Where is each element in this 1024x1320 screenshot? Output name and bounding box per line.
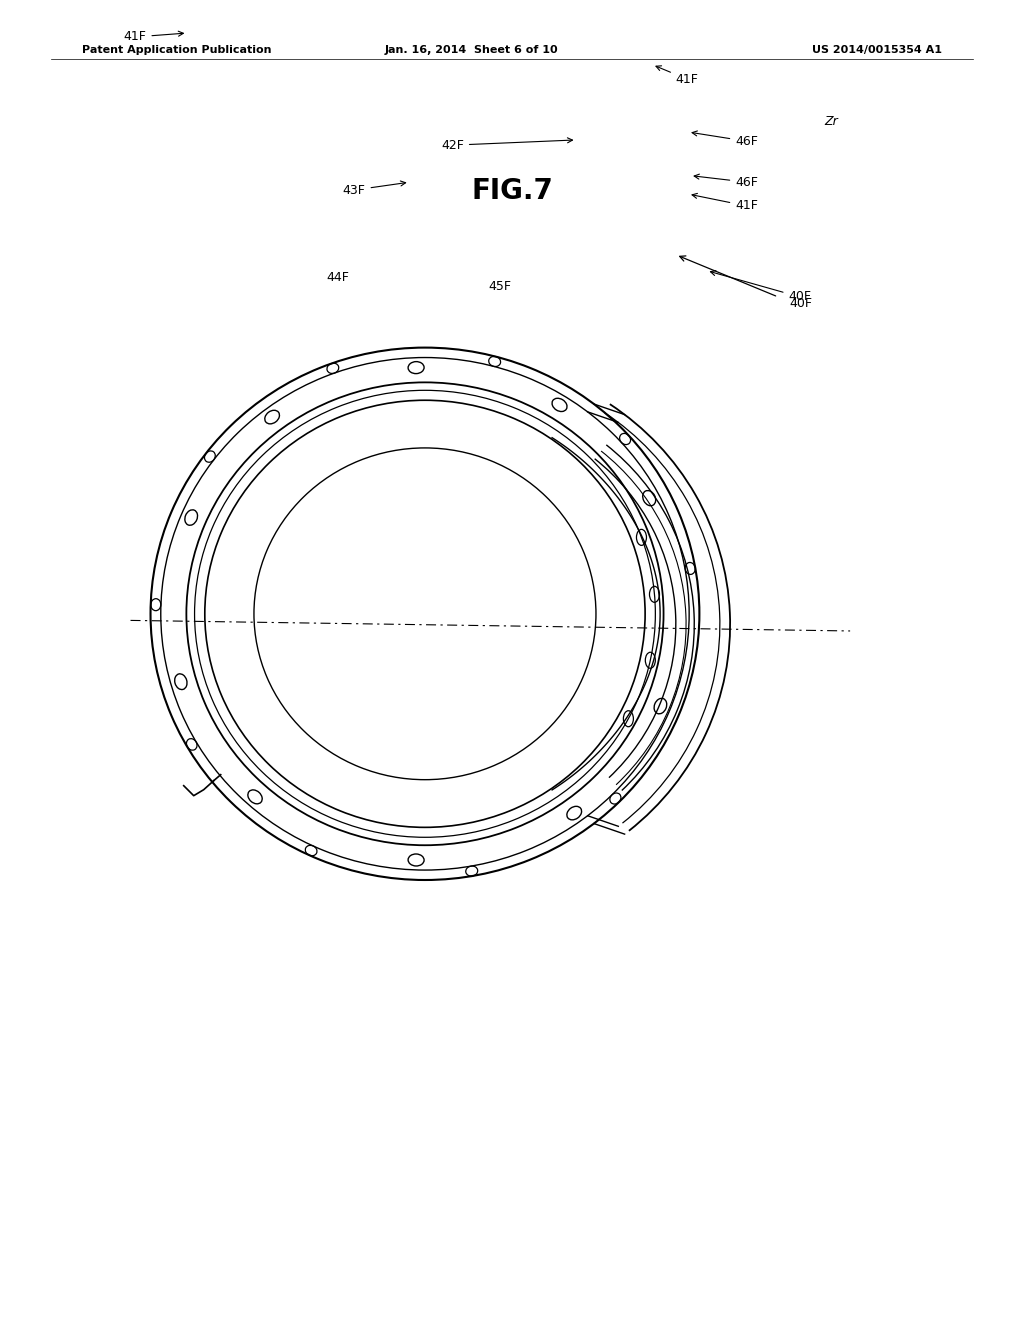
Text: 46F: 46F xyxy=(694,174,758,189)
Text: Zr: Zr xyxy=(824,115,838,128)
Text: 44F: 44F xyxy=(327,271,349,284)
Text: Patent Application Publication: Patent Application Publication xyxy=(82,45,271,55)
Text: 41F: 41F xyxy=(124,30,183,44)
Text: 40F: 40F xyxy=(790,297,812,310)
Text: 41F: 41F xyxy=(692,194,758,213)
Text: 43F: 43F xyxy=(343,181,406,197)
Text: US 2014/0015354 A1: US 2014/0015354 A1 xyxy=(812,45,942,55)
Text: 42F: 42F xyxy=(441,137,572,152)
Text: Jan. 16, 2014  Sheet 6 of 10: Jan. 16, 2014 Sheet 6 of 10 xyxy=(384,45,558,55)
Text: 45F: 45F xyxy=(488,280,511,293)
Text: 41F: 41F xyxy=(656,66,698,86)
Text: 46F: 46F xyxy=(692,131,758,148)
Text: 40F: 40F xyxy=(711,271,811,304)
Text: FIG.7: FIG.7 xyxy=(471,177,553,206)
